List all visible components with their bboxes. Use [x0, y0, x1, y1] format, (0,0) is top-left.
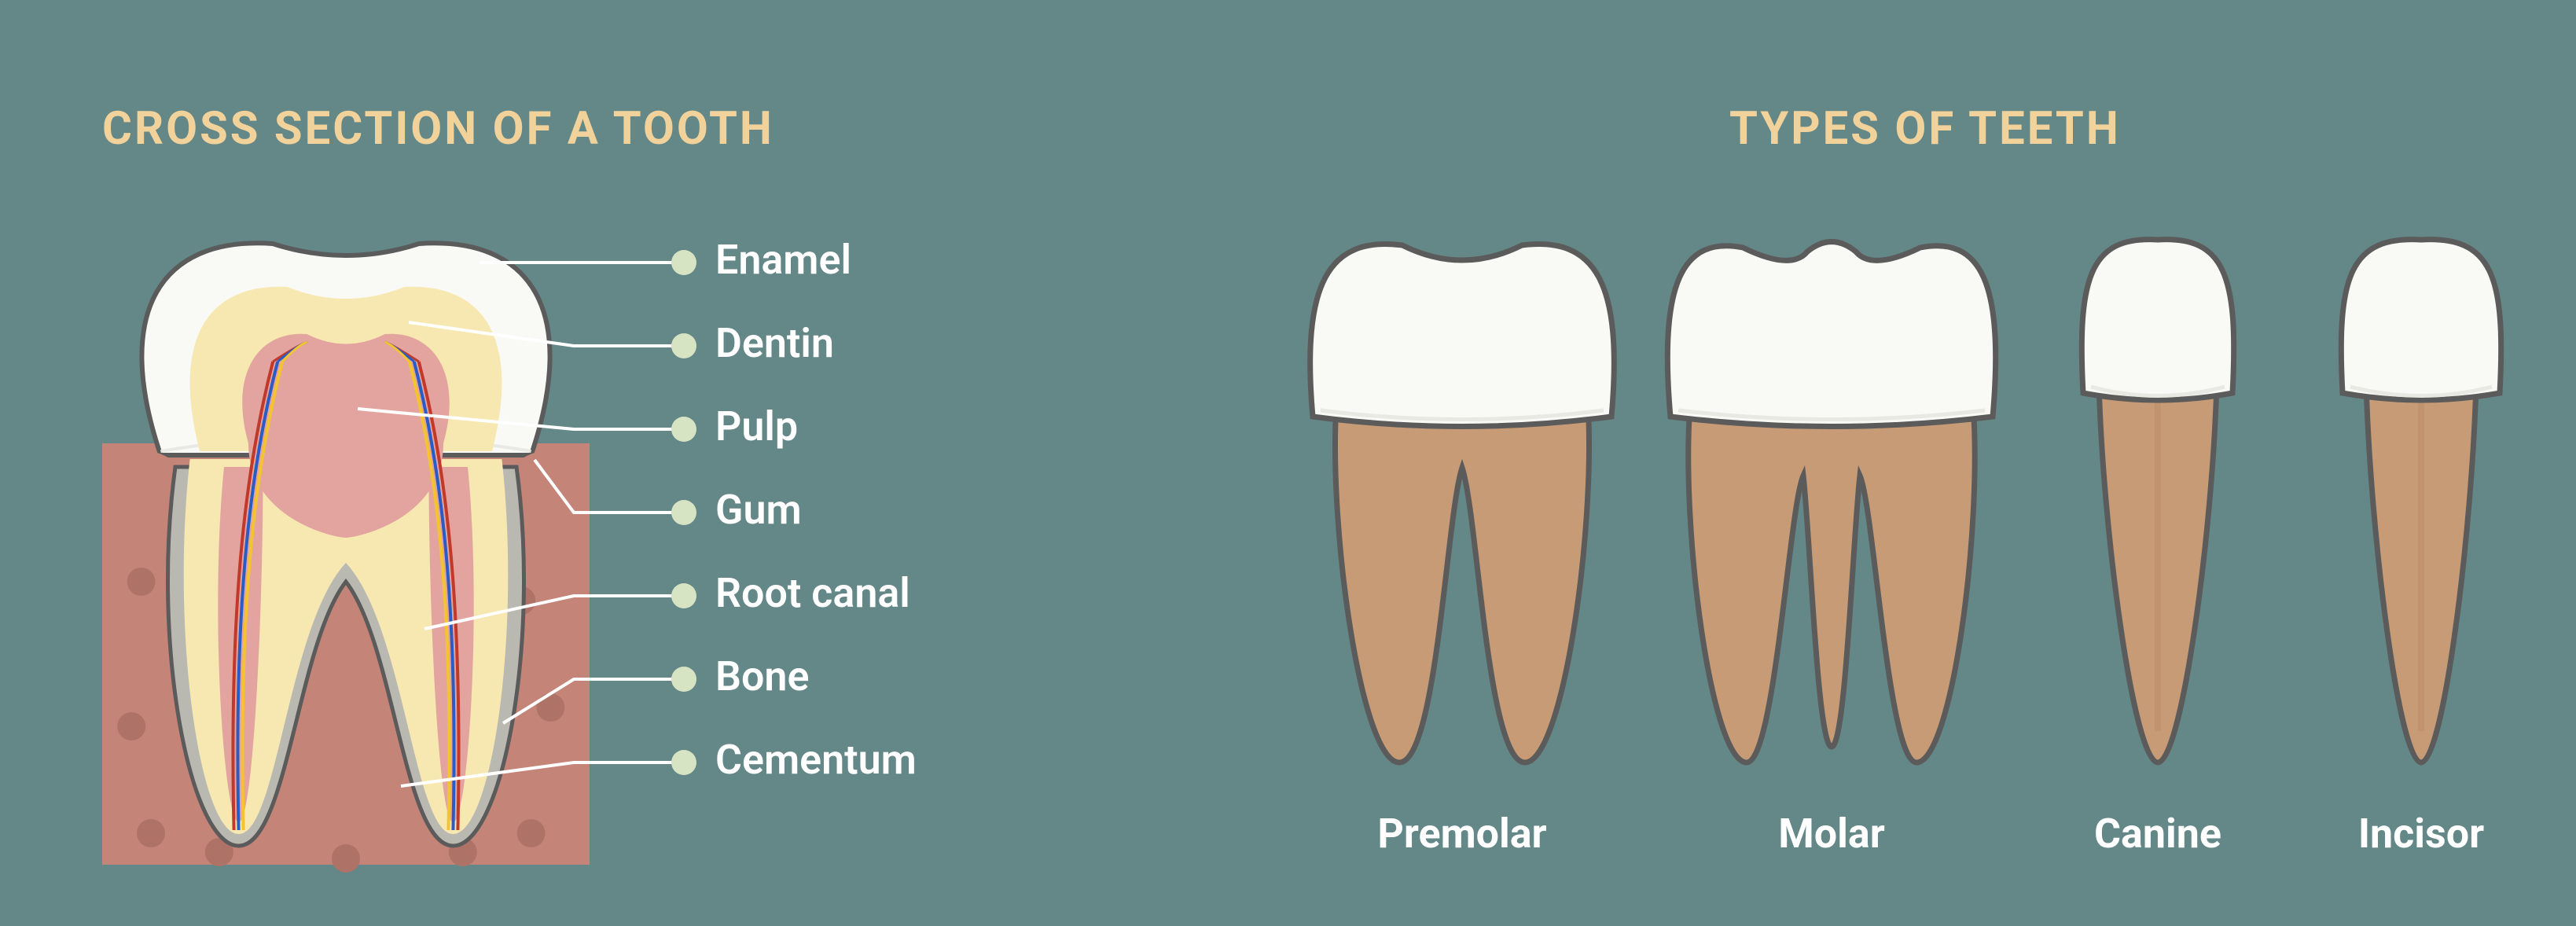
callout-label-cementum: Cementum	[715, 736, 917, 784]
callout-label-dentin: Dentin	[715, 319, 834, 367]
tooth-infographic: CROSS SECTION OF A TOOTH TYPES OF TEETH …	[0, 0, 2576, 926]
tooth-label-canine: Canine	[2040, 810, 2276, 858]
callout-label-gum: Gum	[715, 486, 802, 534]
callout-label-enamel: Enamel	[715, 236, 851, 284]
callout-label-bone: Bone	[715, 652, 809, 700]
callout-label-pulp: Pulp	[715, 402, 798, 450]
tooth-label-molar: Molar	[1663, 810, 2001, 858]
diagram-svg	[0, 0, 2576, 926]
tooth-label-incisor: Incisor	[2303, 810, 2539, 858]
callout-label-rootcanal: Root canal	[715, 569, 910, 617]
tooth-label-premolar: Premolar	[1297, 810, 1627, 858]
